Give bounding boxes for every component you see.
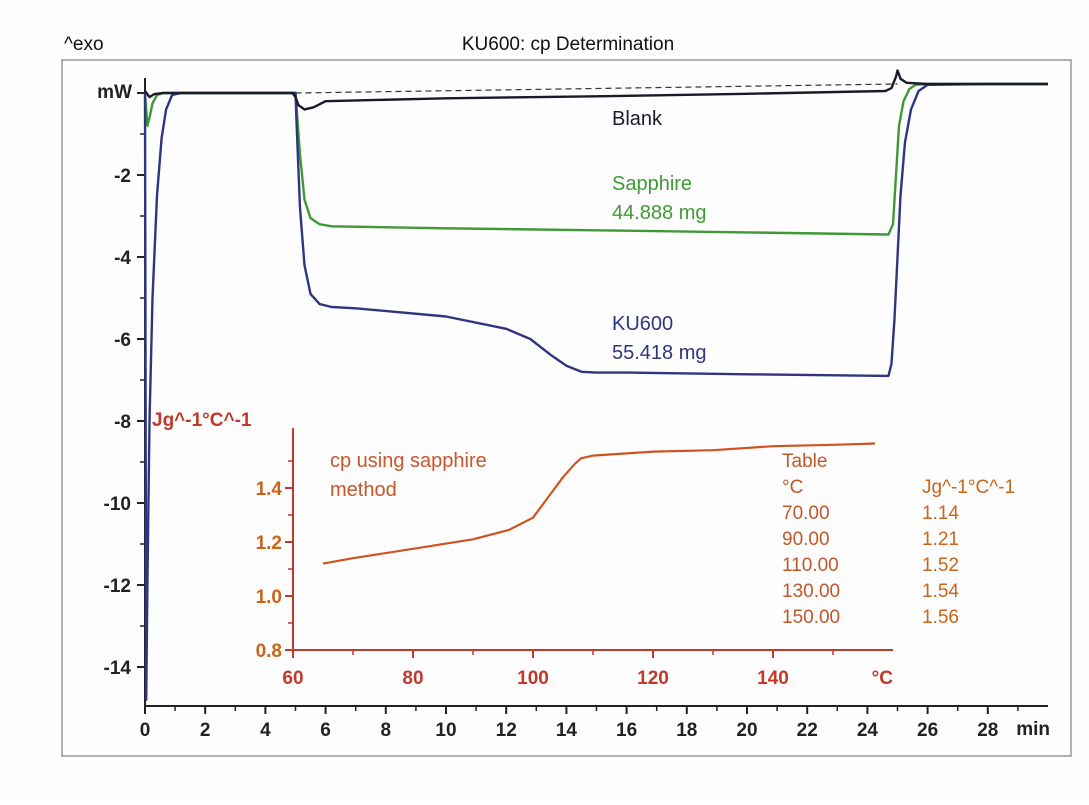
x-tick-label: 16	[616, 720, 637, 741]
cp-curve	[322, 442, 876, 565]
x-tick-label: 20	[736, 720, 757, 741]
inset-series-lines	[322, 442, 876, 565]
x-axis-unit-label: min	[1016, 719, 1050, 740]
table-cell-temperature: 150.00	[782, 607, 840, 628]
x-tick-label: 14	[556, 720, 578, 741]
y-tick-label: -6	[114, 330, 131, 351]
table-cell-temperature: 110.00	[782, 555, 839, 576]
x-tick-label: 18	[676, 720, 697, 741]
inset-y-tick-label: 0.8	[256, 641, 282, 662]
inset-title-line-2: method	[330, 479, 397, 501]
y-tick-label: -4	[114, 248, 131, 269]
table-cell-cp: 1.56	[922, 607, 959, 628]
series-line-ku600	[143, 82, 1048, 701]
x-tick-label: 24	[857, 720, 879, 741]
baseline-dashed-line	[295, 83, 898, 94]
y-tick-label: -8	[114, 412, 131, 433]
main-series-lines	[143, 69, 1048, 701]
inset-x-tick-label: 60	[282, 668, 303, 689]
y-axis-unit-label: mW	[97, 82, 132, 103]
inset-y-tick-label: 1.2	[256, 533, 282, 554]
table-cell-temperature: 90.00	[782, 529, 830, 550]
x-tick-label: 28	[977, 720, 998, 741]
inset-x-tick-label: 100	[517, 668, 549, 689]
x-tick-label: 4	[260, 720, 271, 741]
inset-x-axis-unit: °C	[872, 668, 894, 689]
x-tick-label: 10	[435, 720, 456, 741]
table-title: Table	[782, 451, 827, 472]
x-tick-label: 12	[496, 720, 517, 741]
inset-x-tick-label: 80	[402, 668, 423, 689]
y-tick-label: -14	[104, 658, 132, 679]
inset-y-tick-label: 1.4	[256, 479, 283, 500]
x-tick-label: 6	[320, 720, 331, 741]
main-axis-ticks: 0 2 4 6 8 10 12 14 16 18 20 22 24 26 28-2-4-6-8-10-12-…	[104, 92, 1019, 741]
x-tick-label: 0	[140, 720, 151, 741]
x-tick-label: 26	[917, 720, 938, 741]
y-tick-label: -12	[104, 576, 131, 597]
inset-title-line-1: cp using sapphire	[330, 450, 487, 472]
series-mass-sapphire: 44.888 mg	[612, 202, 707, 224]
inset-x-tick-label: 140	[757, 668, 789, 689]
y-tick-label: -10	[104, 494, 131, 515]
x-tick-label: 22	[797, 720, 818, 741]
series-label-blank: Blank	[612, 108, 663, 130]
exo-direction-label: ^exo	[64, 34, 104, 55]
cp-table-rows: 70.00 1.14 90.00 1.21 110.00 1.52 130.00 1.54 15…	[782, 503, 959, 628]
series-label-sapphire: Sapphire	[612, 173, 692, 195]
table-cell-temperature: 130.00	[782, 581, 840, 602]
inset-chart-title: cp using sapphire method	[330, 450, 492, 501]
inset-y-tick-label: 1.0	[256, 587, 282, 608]
x-tick-label: 2	[200, 720, 211, 741]
table-cell-cp: 1.52	[922, 555, 959, 576]
y-tick-label: -2	[114, 166, 131, 187]
series-mass-ku600: 55.418 mg	[612, 342, 707, 364]
chart-frame	[61, 59, 1072, 757]
table-header-temperature: °C	[782, 477, 803, 498]
x-tick-label: 8	[381, 720, 392, 741]
chart-title: KU600: cp Determination	[462, 34, 674, 55]
table-cell-cp: 1.54	[922, 581, 959, 602]
inset-x-tick-label: 120	[637, 668, 669, 689]
table-cell-temperature: 70.00	[782, 503, 830, 524]
series-label-ku600: KU600	[612, 313, 673, 335]
table-header-cp: Jg^-1°C^-1	[922, 477, 1015, 498]
inset-axis-ticks: 60 80 100 120 140 0.8 1.0 1.2 1.4	[256, 460, 834, 689]
inset-y-axis-unit: Jg^-1°C^-1	[152, 410, 252, 431]
table-cell-cp: 1.14	[922, 503, 959, 524]
table-cell-cp: 1.21	[922, 529, 959, 550]
series-line-blank	[144, 69, 1048, 111]
